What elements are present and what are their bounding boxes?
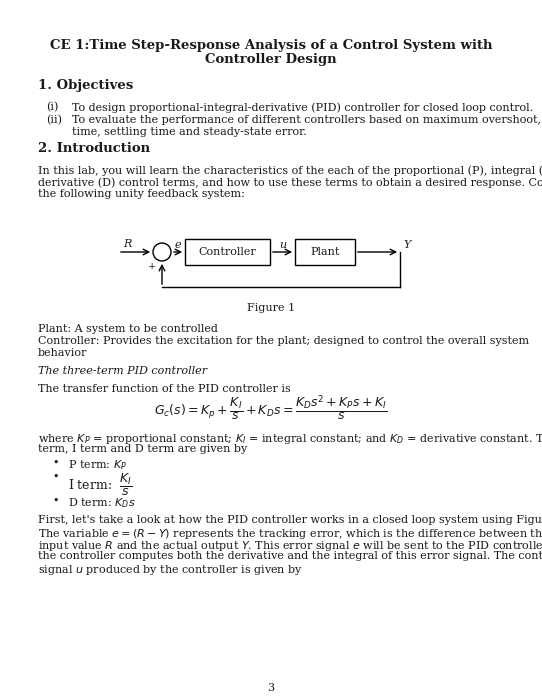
Text: time, settling time and steady-state error.: time, settling time and steady-state err…: [72, 127, 307, 137]
Text: CE 1:Time Step-Response Analysis of a Control System with: CE 1:Time Step-Response Analysis of a Co…: [50, 38, 492, 52]
Text: •: •: [52, 496, 59, 506]
Text: 3: 3: [267, 683, 275, 693]
Text: I term:  $\dfrac{K_I}{s}$: I term: $\dfrac{K_I}{s}$: [68, 472, 132, 498]
Text: •: •: [52, 458, 59, 468]
Text: First, let's take a look at how the PID controller works in a closed loop system: First, let's take a look at how the PID …: [38, 515, 542, 525]
Text: (i): (i): [46, 102, 59, 112]
Text: Controller: Provides the excitation for the plant; designed to control the overa: Controller: Provides the excitation for …: [38, 336, 529, 346]
Text: To design proportional-integral-derivative (PID) controller for closed loop cont: To design proportional-integral-derivati…: [72, 102, 533, 113]
Text: derivative (D) control terms, and how to use these terms to obtain a desired res: derivative (D) control terms, and how to…: [38, 177, 542, 188]
Text: 1. Objectives: 1. Objectives: [38, 78, 133, 92]
Text: where $K_P$ = proportional constant; $K_I$ = integral constant; and $K_D$ = deri: where $K_P$ = proportional constant; $K_…: [38, 432, 542, 446]
Text: Plant: Plant: [311, 247, 340, 257]
Text: P term: $K_P$: P term: $K_P$: [68, 458, 127, 472]
Text: Controller: Controller: [198, 247, 256, 257]
Text: the controller computes both the derivative and the integral of this error signa: the controller computes both the derivat…: [38, 551, 542, 561]
Text: signal $u$ produced by the controller is given by: signal $u$ produced by the controller is…: [38, 563, 303, 577]
Text: e: e: [175, 240, 182, 250]
Text: (ii): (ii): [46, 115, 62, 125]
Text: Y: Y: [403, 240, 410, 250]
Text: Controller Design: Controller Design: [205, 53, 337, 66]
Text: $G_c(s) = K_p + \dfrac{K_I}{s} + K_Ds = \dfrac{K_Ds^2 + K_Ps + K_I}{s}$: $G_c(s) = K_p + \dfrac{K_I}{s} + K_Ds = …: [154, 393, 388, 423]
Text: The three-term PID controller: The three-term PID controller: [38, 366, 207, 376]
Text: D term: $K_Ds$: D term: $K_Ds$: [68, 496, 136, 510]
Text: 2. Introduction: 2. Introduction: [38, 141, 150, 155]
Text: input value $R$ and the actual output $Y$. This error signal $e$ will be sent to: input value $R$ and the actual output $Y…: [38, 539, 542, 553]
Text: Figure 1: Figure 1: [247, 303, 295, 313]
Text: To evaluate the performance of different controllers based on maximum overshoot,: To evaluate the performance of different…: [72, 115, 542, 125]
Text: Plant: A system to be controlled: Plant: A system to be controlled: [38, 324, 218, 334]
Text: the following unity feedback system:: the following unity feedback system:: [38, 189, 245, 199]
Text: +: +: [148, 262, 156, 271]
Text: The transfer function of the PID controller is: The transfer function of the PID control…: [38, 384, 291, 394]
Text: -: -: [158, 264, 162, 273]
Text: R: R: [123, 239, 131, 249]
Text: •: •: [52, 472, 59, 482]
Text: In this lab, you will learn the characteristics of the each of the proportional : In this lab, you will learn the characte…: [38, 165, 542, 176]
FancyBboxPatch shape: [295, 239, 355, 265]
Text: behavior: behavior: [38, 348, 87, 358]
Text: u: u: [279, 240, 286, 250]
Text: The variable $e=(R-Y)$ represents the tracking error, which is the difference be: The variable $e=(R-Y)$ represents the tr…: [38, 527, 542, 541]
FancyBboxPatch shape: [185, 239, 270, 265]
Text: term, I term and D term are given by: term, I term and D term are given by: [38, 444, 247, 454]
